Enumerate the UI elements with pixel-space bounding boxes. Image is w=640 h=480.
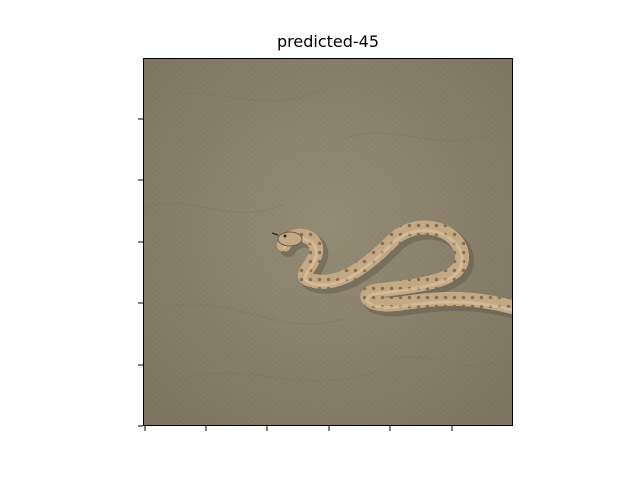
snake-body — [277, 220, 512, 314]
snake-image — [144, 59, 512, 425]
image-axes — [143, 58, 513, 426]
snake-head — [271, 231, 303, 247]
sand-ripples — [144, 88, 505, 382]
figure-title: predicted-45 — [276, 32, 380, 51]
